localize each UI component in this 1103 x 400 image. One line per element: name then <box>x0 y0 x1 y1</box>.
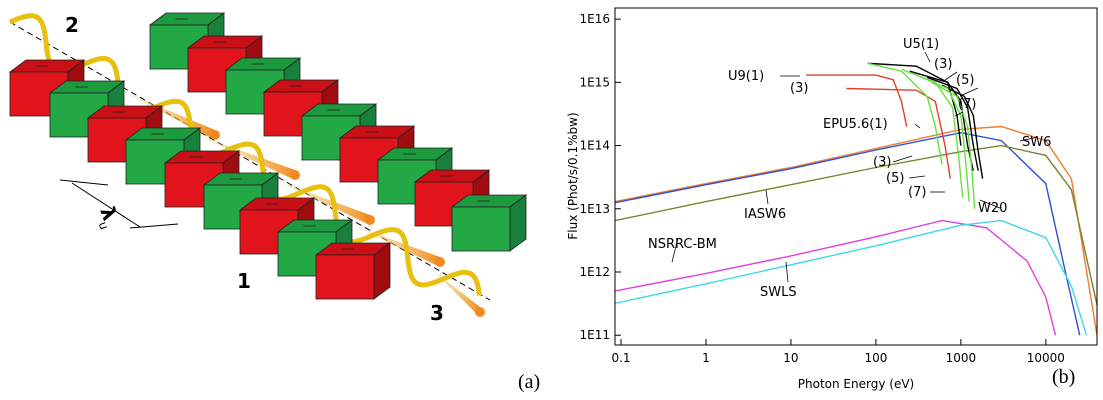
curve-label: EPU5.6(1) <box>823 117 888 132</box>
cone-tip <box>210 130 220 140</box>
label-arrow <box>908 175 926 179</box>
dim-line <box>129 223 179 229</box>
curve-label: U9(1) <box>728 69 764 84</box>
curve-label: IASW6 <box>744 207 786 222</box>
label-arrow <box>1019 136 1039 142</box>
curve-label: (3) <box>934 57 952 72</box>
x-tick-label: 10000 <box>1027 351 1065 365</box>
label-arrow <box>979 199 1001 209</box>
series-line <box>615 125 1097 336</box>
curve-label: NSRRC-BM <box>648 237 717 252</box>
label-3: 3 <box>430 301 444 325</box>
y-tick-label: 1E15 <box>580 75 611 89</box>
undulator-diagram <box>8 12 528 317</box>
x-tick-label: 0.1 <box>611 351 630 365</box>
label-arrow <box>785 261 789 283</box>
x-tick-label: 1 <box>702 351 710 365</box>
label-arrow <box>954 111 964 117</box>
label-arrow <box>944 71 958 81</box>
series-line <box>941 84 984 179</box>
y-tick-label: 1E13 <box>580 202 611 216</box>
curve-label: SWLS <box>760 285 797 300</box>
label-arrow <box>671 237 679 263</box>
curve-label: (5) <box>956 73 974 88</box>
series-line <box>615 219 1088 336</box>
series-line <box>615 144 1097 306</box>
curve-label: (3) <box>873 155 891 170</box>
label-1: 1 <box>237 269 251 293</box>
y-tick-label: 1E16 <box>580 12 611 26</box>
y-axis-label: Flux (Phot/s/0.1%bw) <box>566 112 580 239</box>
curve-label: (7) <box>958 97 976 112</box>
magnet-block <box>450 194 528 252</box>
y-tick-label: 1E14 <box>580 139 611 153</box>
block-front <box>315 254 375 300</box>
period-label: λ u <box>95 204 122 232</box>
cone-tip <box>475 307 485 317</box>
series-line <box>615 131 1081 336</box>
series-line <box>916 74 970 202</box>
x-tick-label: 100 <box>864 351 887 365</box>
cone-tip <box>435 257 445 267</box>
series-line <box>926 76 979 171</box>
label-2: 2 <box>65 13 79 37</box>
series-line <box>805 74 908 127</box>
plot-frame <box>614 7 1098 346</box>
curve-label: (5) <box>886 171 904 186</box>
label-arrow <box>924 51 931 63</box>
label-arrow <box>892 155 913 163</box>
period-subscript: u <box>96 220 112 232</box>
label-arrow <box>959 87 979 97</box>
curve-label: W20 <box>978 201 1007 216</box>
dim-arrow <box>71 182 141 228</box>
y-tick-label: 1E12 <box>580 265 611 279</box>
magnet-block <box>314 242 392 300</box>
cone-tip <box>290 170 300 180</box>
series-line <box>846 87 951 179</box>
electron-wave <box>9 13 482 296</box>
label-arrow <box>765 189 769 205</box>
y-tick-label: 1E11 <box>580 328 611 342</box>
axis-dashed <box>9 21 491 301</box>
block-front <box>451 206 511 252</box>
series-line <box>931 81 976 209</box>
x-tick-label: 10 <box>783 351 798 365</box>
series-line <box>615 219 1057 336</box>
radiation-cone <box>198 135 295 180</box>
dim-line <box>59 179 109 186</box>
series-line <box>867 62 943 165</box>
caption-a: (a) <box>518 371 540 393</box>
x-axis-label: Photon Energy (eV) <box>798 377 914 391</box>
flux-chart: 0.1 1 10 100 1000 10000 1E11 1E12 1E13 1E14 1E15 1E… <box>580 12 1097 365</box>
curve-label: (3) <box>790 81 808 96</box>
series-line <box>909 70 974 171</box>
x-tick-label: 1000 <box>946 351 977 365</box>
caption-b: (b) <box>1052 366 1075 388</box>
cone-tip <box>365 215 375 225</box>
curve-label: (7) <box>908 185 926 200</box>
curve-label: U5(1) <box>903 37 939 52</box>
label-arrow <box>914 123 921 129</box>
